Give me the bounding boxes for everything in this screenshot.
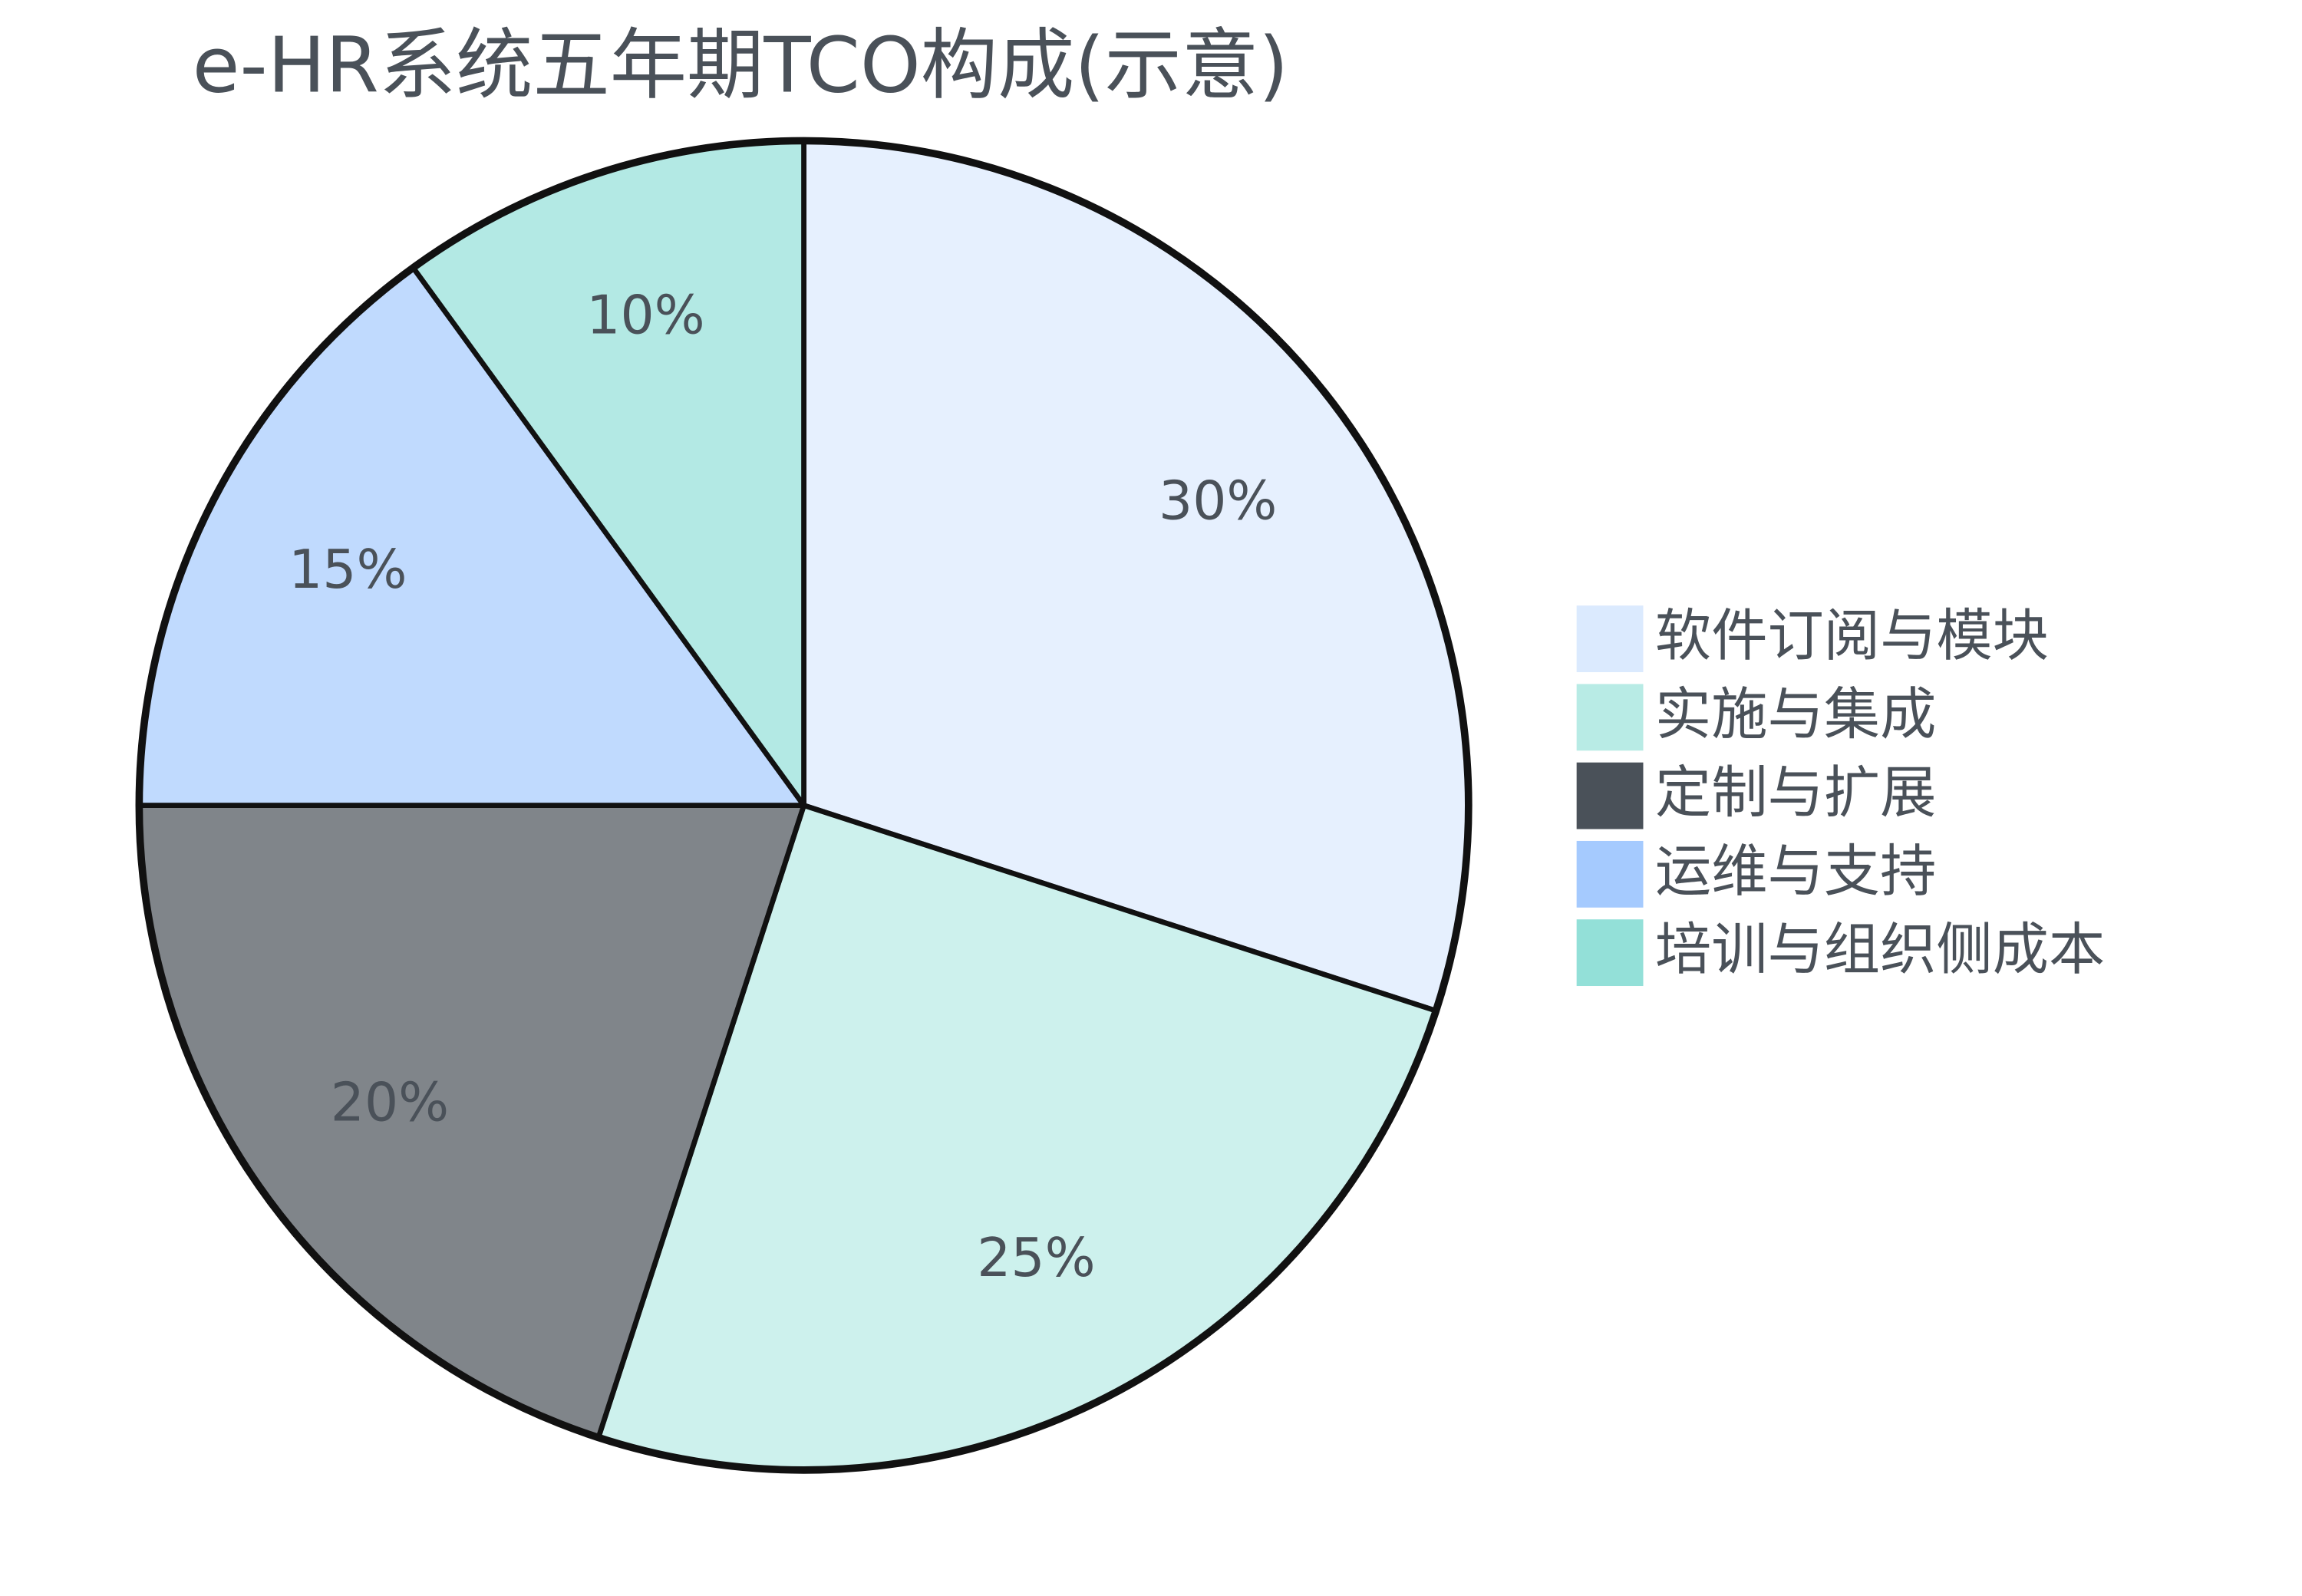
legend-label: 培训与组织侧成本 [1655, 918, 2105, 983]
pie-outline [135, 137, 1473, 1474]
legend-label: 实施与集成 [1655, 682, 1936, 747]
legend-swatch [1576, 919, 1644, 987]
slice-label: 20% [331, 1073, 449, 1134]
slice-label: 15% [289, 539, 407, 601]
chart-title: e-HR系统五年期TCO构成(示意) [193, 21, 1289, 110]
slice-label: 25% [977, 1228, 1095, 1289]
legend-label: 运维与支持 [1655, 839, 1936, 904]
legend-swatch [1576, 605, 1644, 673]
legend-swatch [1576, 684, 1644, 751]
legend-swatch [1576, 762, 1644, 829]
slice-label: 10% [586, 285, 704, 346]
legend-label: 软件订阅与模块 [1655, 604, 2049, 669]
legend-label: 定制与扩展 [1655, 760, 1936, 826]
slice-label: 30% [1159, 471, 1277, 533]
legend-swatch [1576, 840, 1644, 908]
